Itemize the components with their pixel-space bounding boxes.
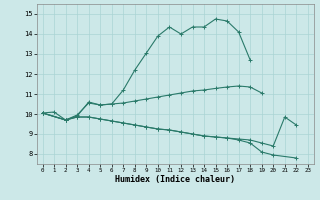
X-axis label: Humidex (Indice chaleur): Humidex (Indice chaleur) [115,175,235,184]
